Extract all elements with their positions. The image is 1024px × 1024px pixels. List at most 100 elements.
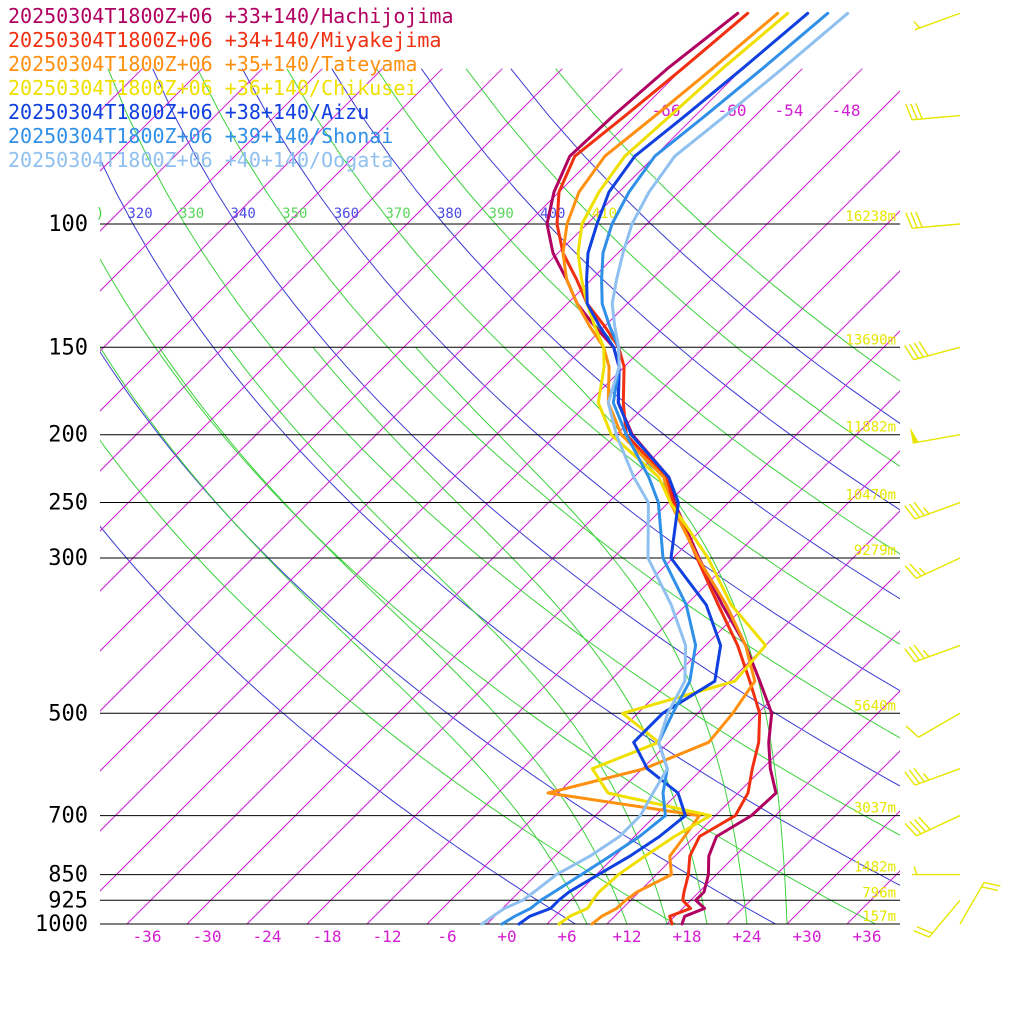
isotherm-label: -54 [775,101,804,120]
temperature-tick-label: -30 [193,927,222,946]
wind-barb-staff [912,434,961,444]
isotherm-line [366,390,900,924]
height-label: 13690m [845,332,896,348]
isotherm-line [100,68,383,352]
pressure-tick-label: 200 [48,423,88,448]
wind-barb [909,427,961,444]
isotherm-line [100,68,443,412]
legend: 20250304T1800Z+06 +33+140/Hachijojima 202… [8,4,454,172]
wind-barb [959,881,1001,925]
wind-barb-staff [914,644,961,663]
legend-entry: 20250304T1800Z+06 +34+140/Miyakejima [8,28,442,52]
isotherm-line [0,69,22,924]
wind-barb-staff [916,557,961,579]
isotherm-line [100,68,563,532]
wind-barb-flag [913,644,925,659]
isotherm-line [907,69,1024,924]
dry-adiabat-line [100,258,877,924]
pressure-tick-label: 500 [48,701,88,726]
isotherm-line [726,750,900,924]
wind-barb-staff [912,114,961,121]
wind-barb-flag [905,212,913,229]
temperature-trace [517,11,810,926]
height-label: 157m [862,909,896,925]
temperature-tick-label: -18 [313,927,342,946]
pressure-tick-label: 1000 [35,912,88,937]
theta-label: 390 [489,206,514,222]
wind-barb-flag [915,211,923,228]
wind-barb-half-flag [918,567,927,575]
moist-adiabat-line [540,346,788,924]
wind-barb-flag [908,343,920,359]
wind-barb-flag [913,342,924,358]
isotherm-line [100,68,323,292]
dry-adiabat-line [331,68,900,600]
legend-entry: 20250304T1800Z+06 +33+140/Hachijojima [8,4,454,28]
isotherm-line [246,270,900,924]
height-label: 5640m [854,698,896,714]
isotherm-line [100,68,863,832]
wind-barb [905,712,961,738]
wind-barb [904,644,961,663]
theta-label: 320 [127,206,152,222]
wind-barb-flag [913,767,925,783]
dry-adiabat-line [465,68,900,467]
theta-label: 340 [231,206,256,222]
dry-adiabat-line [241,68,900,692]
wind-barb-flag [981,886,999,892]
temperature-trace [480,11,850,926]
dry-adiabat-line [100,350,777,924]
dry-adiabat-line [197,68,900,739]
isotherm-line [967,69,1024,924]
theta-label: 400 [540,206,565,222]
wind-barb [904,501,961,520]
isotherm-label: -66 [652,101,681,120]
isotherm-line [100,68,263,232]
wind-barb-pennant [909,427,919,444]
wind-barb-flag [918,341,929,357]
isotherm-line [100,68,803,772]
wind-barb-flag [908,503,921,518]
wind-barb-flag [905,725,919,738]
wind-barb [904,814,961,837]
temperature-tick-label: -6 [437,927,456,946]
wind-barb-flag [904,822,918,837]
temperature-tick-label: +36 [853,927,882,946]
pressure-tick-label: 100 [48,212,88,237]
wind-barb-staff [918,712,961,738]
temperature-trace [555,11,762,926]
temperature-tick-label: -24 [253,927,282,946]
isotherm-line [100,90,900,892]
dry-adiabat-line [510,68,900,424]
wind-barb-half-flag [913,21,921,29]
temperature-tick-label: -36 [133,927,162,946]
wind-barb [913,899,961,938]
wind-barb-flag [983,881,1001,887]
dry-adiabat-line [420,68,900,511]
wind-barb-half-flag [922,649,930,658]
isotherm-line [100,68,203,172]
moist-adiabat-line [228,347,668,924]
wind-barb-flag [904,345,915,361]
wind-barb-flag [913,929,930,938]
wind-barb-staff [914,501,961,520]
trace-layer [480,11,850,926]
wind-barb-flag [909,563,922,577]
isotherm-line [486,510,900,924]
wind-barb-flag [904,505,916,520]
temperature-tick-label: -12 [373,927,402,946]
wind-barb-flag [909,820,922,835]
wind-barb [913,12,961,31]
theta-label: 370 [385,206,410,222]
temperature-tick-label: +6 [557,927,576,946]
wind-barb-half-flag [922,773,930,781]
isotherm-line [186,210,900,924]
dry-adiabat-line [107,68,900,836]
wind-barb-staff [914,12,961,31]
legend-entry: 20250304T1800Z+06 +36+140/Chikusei [8,76,418,100]
isotherm-line [426,450,900,924]
wind-barb-flag [913,501,925,516]
wind-barb-flag [905,103,913,121]
wind-barb [905,211,961,229]
